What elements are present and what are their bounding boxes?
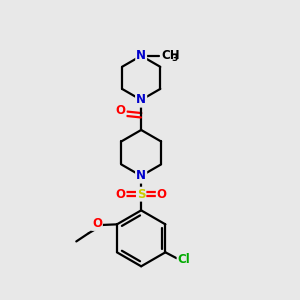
Text: N: N [136, 49, 146, 62]
Text: O: O [116, 188, 126, 201]
Text: N: N [136, 93, 146, 106]
Text: Cl: Cl [178, 253, 190, 266]
Text: N: N [136, 169, 146, 182]
Text: CH: CH [161, 49, 179, 62]
Text: O: O [116, 104, 126, 117]
Text: O: O [92, 217, 102, 230]
Text: N: N [136, 169, 146, 182]
Text: 3: 3 [172, 54, 178, 63]
Text: N: N [136, 93, 146, 106]
Text: S: S [137, 188, 146, 201]
Text: O: O [157, 188, 167, 201]
